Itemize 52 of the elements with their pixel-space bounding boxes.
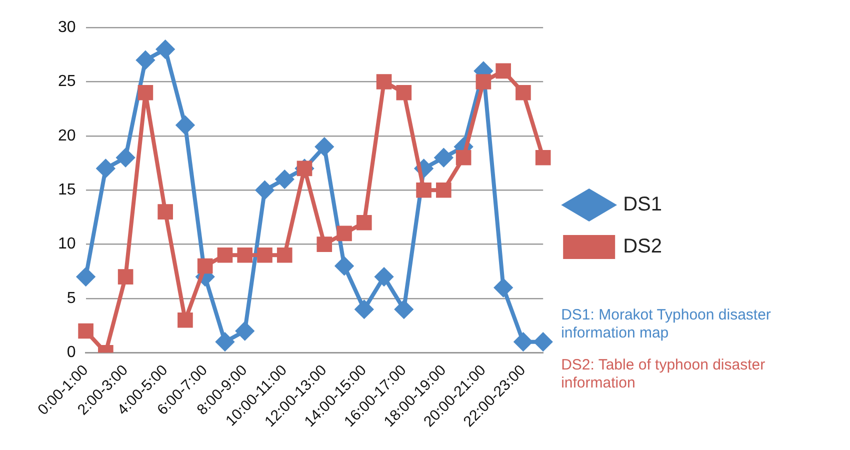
point — [516, 84, 531, 100]
point — [496, 63, 511, 79]
point — [436, 182, 452, 198]
point — [394, 300, 413, 318]
point — [336, 226, 352, 242]
point — [456, 150, 472, 166]
point — [156, 40, 174, 58]
y-tick-label: 15 — [58, 182, 76, 199]
legend-label: DS1 — [623, 194, 662, 216]
point — [257, 247, 272, 263]
point — [158, 204, 173, 220]
point — [276, 170, 294, 188]
point — [116, 148, 135, 167]
point — [237, 247, 253, 263]
point — [216, 332, 234, 351]
point — [96, 159, 115, 178]
point — [416, 182, 432, 198]
y-tick-label: 25 — [58, 73, 76, 90]
point — [138, 84, 154, 100]
point — [176, 116, 194, 134]
point — [514, 332, 532, 351]
point — [118, 269, 134, 284]
text: DS1: Morakot Typhoon disaster information map — [561, 306, 771, 342]
point — [335, 256, 354, 275]
point — [217, 247, 233, 263]
point — [316, 236, 332, 252]
y-tick-label: 20 — [58, 127, 76, 144]
y-tick-label: 0 — [66, 344, 76, 362]
point — [476, 74, 492, 90]
point — [494, 278, 512, 297]
legend-label: DS2 — [623, 236, 662, 258]
y-tick-label: 10 — [58, 236, 76, 253]
text: DS2: Table of typhoon disaster information — [561, 356, 766, 392]
point — [197, 258, 213, 274]
point — [434, 148, 453, 167]
point — [356, 214, 372, 230]
point — [376, 74, 392, 90]
y-tick-label: 30 — [58, 19, 76, 36]
point — [534, 332, 552, 351]
point — [315, 138, 334, 156]
point — [236, 322, 254, 340]
point — [256, 181, 274, 200]
point — [76, 268, 95, 286]
point — [396, 84, 412, 100]
point — [276, 247, 292, 263]
point — [178, 312, 193, 328]
point — [78, 323, 94, 339]
point — [355, 300, 374, 318]
y-tick-label: 5 — [66, 290, 76, 307]
point — [375, 268, 394, 286]
point — [535, 150, 551, 166]
point — [136, 51, 154, 70]
